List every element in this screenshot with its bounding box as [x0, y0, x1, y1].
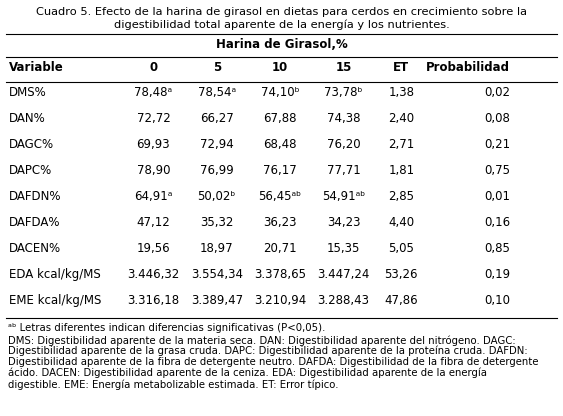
Text: 0,16: 0,16: [484, 216, 510, 229]
Text: 69,93: 69,93: [137, 138, 170, 151]
Text: 18,97: 18,97: [200, 242, 234, 255]
Text: 34,23: 34,23: [327, 216, 360, 229]
Text: 53,26: 53,26: [385, 268, 418, 281]
Text: 72,94: 72,94: [200, 138, 234, 151]
Text: 3.288,43: 3.288,43: [318, 294, 369, 307]
Text: digestible. EME: Energía metabolizable estimada. ET: Error típico.: digestible. EME: Energía metabolizable e…: [8, 379, 338, 389]
Text: digestibilidad total aparente de la energía y los nutrientes.: digestibilidad total aparente de la ener…: [114, 20, 449, 30]
Text: 0,19: 0,19: [484, 268, 510, 281]
Text: DMS%: DMS%: [9, 86, 47, 99]
Text: 3.316,18: 3.316,18: [127, 294, 180, 307]
Text: 68,48: 68,48: [263, 138, 297, 151]
Text: 78,54ᵃ: 78,54ᵃ: [198, 86, 236, 99]
Text: 2,85: 2,85: [388, 190, 414, 203]
Text: 76,99: 76,99: [200, 164, 234, 177]
Text: 2,71: 2,71: [388, 138, 414, 151]
Text: 64,91ᵃ: 64,91ᵃ: [134, 190, 173, 203]
Text: 78,48ᵃ: 78,48ᵃ: [135, 86, 172, 99]
Text: 54,91ᵃᵇ: 54,91ᵃᵇ: [322, 190, 365, 203]
Text: 5: 5: [213, 61, 221, 74]
Text: DACEN%: DACEN%: [9, 242, 61, 255]
Text: 10: 10: [272, 61, 288, 74]
Text: Probabilidad: Probabilidad: [426, 61, 510, 74]
Text: 72,72: 72,72: [136, 112, 170, 125]
Text: 47,12: 47,12: [136, 216, 170, 229]
Text: Digestibilidad aparente de la fibra de detergente neutro. DAFDA: Digestibilidad : Digestibilidad aparente de la fibra de d…: [8, 357, 538, 367]
Text: 15: 15: [336, 61, 352, 74]
Text: 3.378,65: 3.378,65: [254, 268, 306, 281]
Text: EME kcal/kg/MS: EME kcal/kg/MS: [9, 294, 101, 307]
Text: DAGC%: DAGC%: [9, 138, 54, 151]
Text: 0,08: 0,08: [484, 112, 510, 125]
Text: 73,78ᵇ: 73,78ᵇ: [324, 86, 363, 99]
Text: Variable: Variable: [9, 61, 64, 74]
Text: Harina de Girasol,%: Harina de Girasol,%: [216, 38, 347, 51]
Text: 19,56: 19,56: [137, 242, 170, 255]
Text: DAFDA%: DAFDA%: [9, 216, 60, 229]
Text: ᵃᵇ Letras diferentes indican diferencias significativas (P<0,05).: ᵃᵇ Letras diferentes indican diferencias…: [8, 323, 325, 333]
Text: 76,20: 76,20: [327, 138, 360, 151]
Text: 4,40: 4,40: [388, 216, 414, 229]
Text: 0,10: 0,10: [484, 294, 510, 307]
Text: 0,02: 0,02: [484, 86, 510, 99]
Text: 15,35: 15,35: [327, 242, 360, 255]
Text: 3.389,47: 3.389,47: [191, 294, 243, 307]
Text: EDA kcal/kg/MS: EDA kcal/kg/MS: [9, 268, 101, 281]
Text: 36,23: 36,23: [263, 216, 297, 229]
Text: Cuadro 5. Efecto de la harina de girasol en dietas para cerdos en crecimiento so: Cuadro 5. Efecto de la harina de girasol…: [36, 7, 527, 17]
Text: 78,90: 78,90: [137, 164, 170, 177]
Text: 47,86: 47,86: [385, 294, 418, 307]
Text: 0,01: 0,01: [484, 190, 510, 203]
Text: 74,10ᵇ: 74,10ᵇ: [261, 86, 300, 99]
Text: 20,71: 20,71: [263, 242, 297, 255]
Text: 77,71: 77,71: [327, 164, 360, 177]
Text: 0,85: 0,85: [484, 242, 510, 255]
Text: 76,17: 76,17: [263, 164, 297, 177]
Text: 0,21: 0,21: [484, 138, 510, 151]
Text: 2,40: 2,40: [388, 112, 414, 125]
Text: 3.210,94: 3.210,94: [254, 294, 306, 307]
Text: ácido. DACEN: Digestibilidad aparente de la ceniza. EDA: Digestibilidad aparente: ácido. DACEN: Digestibilidad aparente de…: [8, 368, 487, 379]
Text: 3.446,32: 3.446,32: [127, 268, 180, 281]
Text: 67,88: 67,88: [263, 112, 297, 125]
Text: 35,32: 35,32: [200, 216, 234, 229]
Text: 0: 0: [149, 61, 158, 74]
Text: 3.447,24: 3.447,24: [318, 268, 370, 281]
Text: 56,45ᵃᵇ: 56,45ᵃᵇ: [258, 190, 302, 203]
Text: DAFDN%: DAFDN%: [9, 190, 61, 203]
Text: 3.554,34: 3.554,34: [191, 268, 243, 281]
Text: 50,02ᵇ: 50,02ᵇ: [198, 190, 236, 203]
Text: 66,27: 66,27: [200, 112, 234, 125]
Text: Digestibilidad aparente de la grasa cruda. DAPC: Digestibilidad aparente de la p: Digestibilidad aparente de la grasa crud…: [8, 346, 528, 357]
Text: 1,81: 1,81: [388, 164, 414, 177]
Text: DAN%: DAN%: [9, 112, 46, 125]
Text: 74,38: 74,38: [327, 112, 360, 125]
Text: 1,38: 1,38: [388, 86, 414, 99]
Text: DMS: Digestibilidad aparente de la materia seca. DAN: Digestibilidad aparente de: DMS: Digestibilidad aparente de la mater…: [8, 335, 516, 346]
Text: 5,05: 5,05: [388, 242, 414, 255]
Text: DAPC%: DAPC%: [9, 164, 52, 177]
Text: ET: ET: [394, 61, 409, 74]
Text: 0,75: 0,75: [484, 164, 510, 177]
